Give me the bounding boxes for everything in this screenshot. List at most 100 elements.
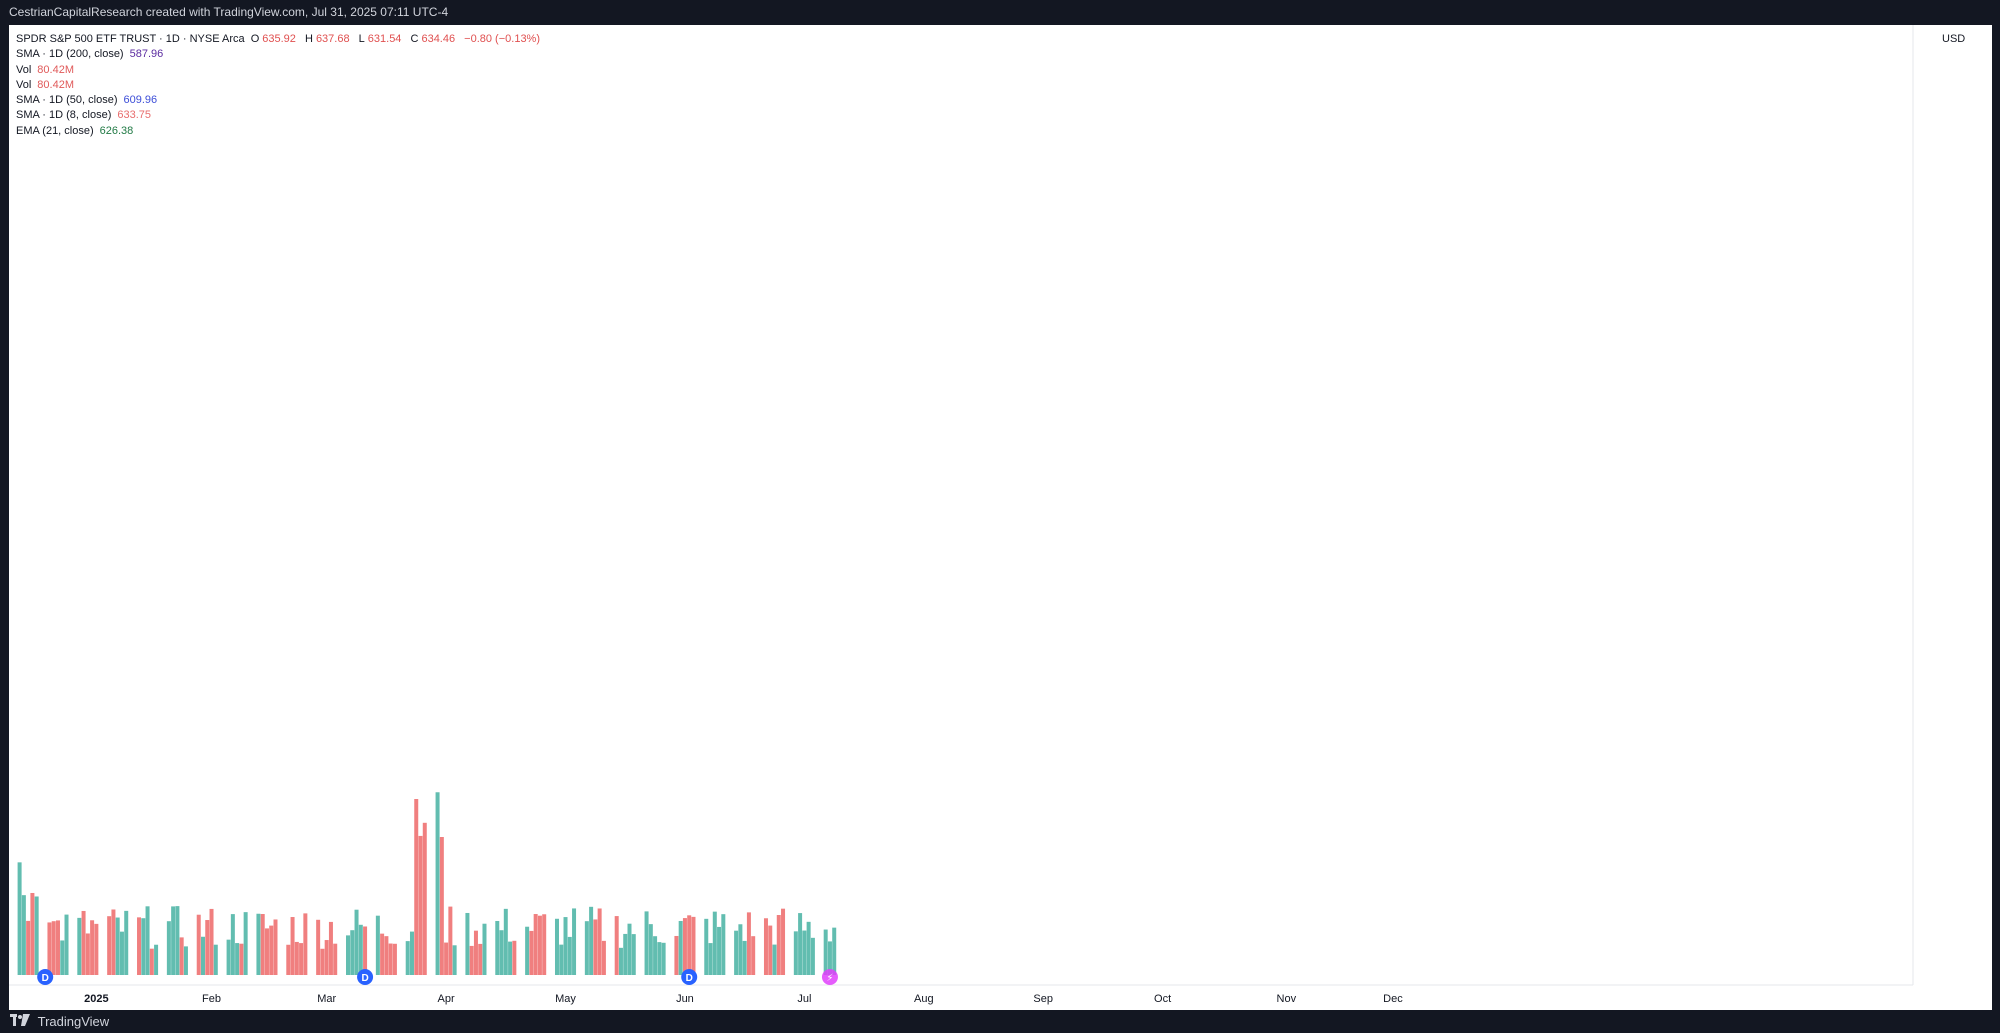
legend-volume-2[interactable]: Vol 80.42M	[16, 78, 74, 91]
volume-bar	[405, 941, 410, 975]
volume-bar	[798, 913, 803, 975]
volume-bar	[508, 941, 513, 975]
volume-bar	[542, 914, 547, 975]
tradingview-logo-icon	[10, 1011, 30, 1033]
volume-bar	[230, 914, 235, 975]
volume-bar	[601, 940, 606, 975]
volume-bar	[661, 942, 666, 975]
earnings-marker-label: ⚡	[826, 973, 833, 984]
volume-bar	[499, 930, 504, 975]
x-tick-label: Jul	[797, 993, 811, 1005]
ohlc-low: L 631.54	[358, 33, 402, 45]
volume-bar	[286, 944, 291, 975]
volume-bar	[593, 919, 598, 975]
volume-bar	[678, 920, 683, 975]
volume-bar	[299, 943, 304, 975]
volume-bar	[768, 925, 773, 975]
volume-bar	[533, 914, 538, 975]
x-tick-label: Mar	[317, 993, 336, 1005]
volume-bar	[751, 936, 756, 975]
volume-bar	[627, 923, 632, 975]
volume-bar	[226, 939, 231, 975]
dividend-marker-label: D	[42, 973, 49, 984]
ohlc-open: O 635.92	[250, 33, 296, 45]
volume-bar	[478, 943, 483, 975]
volume-bar	[269, 925, 274, 975]
volume-bar	[154, 944, 159, 975]
volume-bar	[30, 892, 35, 975]
legend-volume[interactable]: Vol 80.42M	[16, 63, 74, 76]
volume-bar	[64, 914, 69, 975]
volume-bar	[90, 920, 95, 975]
chart-frame[interactable]: 2.236 (660.36)2 (644.24)1.618 (618.13)1.…	[9, 25, 1992, 1010]
volume-bar	[205, 920, 210, 975]
volume-bar	[418, 835, 423, 975]
legend-ema21[interactable]: EMA (21, close) 626.38	[16, 124, 134, 137]
volume-bar	[85, 933, 90, 975]
x-tick-label: May	[555, 993, 576, 1005]
dividend-marker-icon	[681, 969, 698, 985]
legend-sma50[interactable]: SMA · 1D (50, close) 609.96	[16, 94, 158, 107]
volume-bar	[183, 946, 188, 975]
volume-bar	[34, 896, 39, 975]
bottom-brand-bar: TradingView	[0, 1010, 2000, 1032]
volume-bar	[746, 912, 751, 975]
chart-legend: SPDR S&P 500 ETF TRUST · 1D · NYSE Arca …	[16, 32, 543, 139]
volume-bar	[414, 799, 419, 975]
volume-bar	[51, 921, 56, 975]
earnings-marker-icon	[821, 969, 838, 985]
volume-bar	[648, 924, 653, 975]
volume-bar	[772, 944, 777, 975]
volume-bar	[563, 917, 568, 975]
volume-bar	[380, 933, 385, 975]
volume-bar	[388, 943, 393, 975]
volume-bar	[264, 928, 269, 975]
volume-bar	[529, 930, 534, 975]
ohlc-high: H 637.68	[304, 33, 350, 45]
volume-bar	[653, 936, 658, 975]
volume-bar	[213, 944, 218, 975]
volume-bar	[631, 934, 636, 975]
x-tick-label: Sep	[1033, 993, 1053, 1005]
x-tick-label: Dec	[1383, 993, 1403, 1005]
volume-bar	[448, 906, 453, 975]
volume-bar	[94, 923, 99, 975]
volume-bar	[721, 914, 726, 975]
volume-bar	[422, 822, 427, 975]
volume-bar	[554, 918, 559, 975]
legend-sma200[interactable]: SMA · 1D (200, close) 587.96	[16, 48, 164, 61]
volume-bar	[171, 906, 176, 975]
volume-bar	[763, 918, 768, 975]
volume-bar	[597, 908, 602, 975]
legend-sma8[interactable]: SMA · 1D (8, close) 633.75	[16, 109, 152, 122]
volume-bar	[682, 918, 687, 975]
volume-bar	[810, 937, 815, 975]
volume-bar	[691, 916, 696, 975]
volume-bar	[806, 921, 811, 975]
volume-bar	[776, 915, 781, 975]
volume-bar	[21, 895, 26, 975]
volume-bar	[444, 942, 449, 975]
x-tick-label: Apr	[438, 993, 455, 1005]
volume-bar	[333, 943, 338, 975]
volume-bar	[469, 945, 474, 975]
volume-bar	[614, 916, 619, 975]
volume-bar	[832, 927, 837, 975]
volume-bar	[409, 931, 414, 975]
volume-bar	[115, 917, 120, 975]
x-tick-label: 2025	[84, 993, 108, 1005]
price-chart[interactable]: 2.236 (660.36)2 (644.24)1.618 (618.13)1.…	[9, 25, 1992, 1010]
volume-bar	[124, 910, 129, 975]
volume-bar	[363, 926, 368, 975]
volume-bar	[17, 862, 22, 975]
symbol-name: SPDR S&P 500 ETF TRUST · 1D · NYSE Arca	[16, 33, 245, 45]
volume-bar	[708, 943, 713, 975]
volume-bar	[346, 935, 351, 975]
volume-bar	[320, 948, 325, 975]
volume-bar	[495, 920, 500, 975]
volume-bar	[503, 908, 508, 975]
volume-bar	[827, 941, 832, 975]
volume-bar	[145, 906, 150, 975]
volume-bar	[324, 940, 329, 975]
volume-bar	[375, 915, 380, 975]
